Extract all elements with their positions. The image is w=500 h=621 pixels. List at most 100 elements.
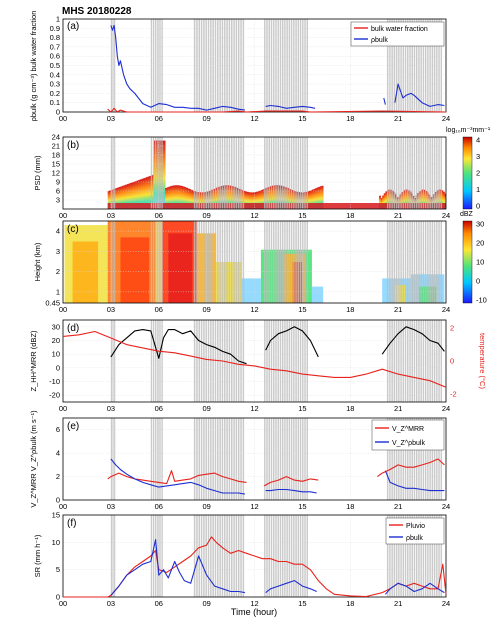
mrr-block-1	[72, 241, 99, 303]
shade-band-e-2-11	[219, 418, 221, 500]
shade-band-e-1-1	[152, 418, 155, 500]
shade-band-d-0-2	[114, 320, 116, 402]
shade-band-d-3-17	[302, 320, 304, 402]
shade-band-a-3-0	[264, 19, 266, 112]
shade-band-f-3-10	[286, 515, 288, 597]
shade-band-a-2-15	[228, 19, 231, 112]
shade-band-f-1-1	[152, 515, 155, 597]
shade-band-a-2-17	[233, 19, 235, 112]
shade-band-d-4-8	[404, 320, 407, 402]
xtick-b-6: 18	[346, 211, 354, 220]
shade-band-f-2-17	[233, 515, 235, 597]
psd-column-59	[201, 192, 204, 209]
psd-column-66	[213, 189, 216, 209]
shade-band-f-4-22	[436, 515, 438, 597]
shade-band-c-2-20	[240, 221, 242, 303]
psd-column-114	[289, 189, 292, 209]
shade-band-d-3-1	[266, 320, 268, 402]
shade-band-b-4-23	[438, 137, 440, 209]
shade-band-d-4-16	[422, 320, 425, 402]
shade-band-a-4-9	[407, 19, 409, 112]
shade-band-e-4-5	[398, 418, 400, 500]
shade-band-f-4-20	[431, 515, 434, 597]
shade-band-f-4-8	[404, 515, 407, 597]
shade-band-c-2-11	[219, 221, 221, 303]
shade-band-d-2-21	[242, 320, 245, 402]
psd-column-42	[174, 185, 177, 209]
psd-column-104	[273, 185, 276, 209]
shade-band-c-2-18	[235, 221, 238, 303]
shade-band-e-4-15	[420, 418, 422, 500]
psd-column-210	[442, 191, 445, 209]
shade-band-e-2-8	[212, 418, 214, 500]
ytick-c-3: 1	[56, 287, 60, 296]
ytick-e-2: 2	[56, 472, 60, 481]
shade-band-d-4-24	[440, 320, 443, 402]
shade-band-c-1-0	[150, 221, 153, 303]
shade-band-c-4-0	[386, 221, 389, 303]
ytick-f-2: 5	[56, 565, 60, 574]
shade-band-c-4-16	[422, 221, 425, 303]
shade-band-f-0-1	[112, 515, 114, 597]
shade-band-f-0-0	[110, 515, 113, 597]
shade-band-b-4-11	[411, 137, 413, 209]
ytick-d-1: 20	[52, 336, 60, 345]
ytick-f-1: 10	[52, 538, 60, 547]
shade-band-e-1-3	[157, 418, 159, 500]
shade-band-c-2-17	[233, 221, 235, 303]
psd-column-19	[138, 180, 140, 209]
shade-band-e-3-12	[290, 418, 293, 500]
shade-band-c-3-3	[270, 221, 273, 303]
xtick-d-0: 00	[59, 404, 67, 413]
shade-band-d-2-5	[205, 320, 207, 402]
cbtick-b-1: 3	[476, 152, 480, 161]
shade-band-c-1-4	[159, 221, 161, 303]
xtick-d-3: 09	[202, 404, 210, 413]
xtick-a-0: 00	[59, 114, 67, 123]
shade-band-b-3-12	[290, 137, 293, 209]
shade-band-f-2-8	[212, 515, 214, 597]
psd-column-1	[109, 190, 112, 209]
shade-band-d-3-14	[295, 320, 297, 402]
shade-band-f-4-17	[424, 515, 427, 597]
shade-band-d-3-18	[304, 320, 306, 402]
psd-column-93	[256, 191, 259, 209]
shade-band-a-3-7	[279, 19, 282, 112]
shade-band-e-2-13	[224, 418, 226, 500]
psd-column-130	[315, 188, 318, 209]
shade-band-a-2-12	[221, 19, 224, 112]
shade-band-e-4-2	[391, 418, 393, 500]
psd-column-52	[190, 189, 193, 209]
shade-band-a-3-18	[304, 19, 306, 112]
shade-band-e-4-12	[413, 418, 416, 500]
xtick-a-7: 21	[394, 114, 402, 123]
ytick-d-0: 30	[52, 322, 60, 331]
shade-band-d-3-6	[277, 320, 279, 402]
shade-band-b-3-3	[270, 137, 273, 209]
xtick-c-3: 09	[202, 305, 210, 314]
shade-band-d-4-1	[389, 320, 391, 402]
psd-column-37	[166, 187, 169, 209]
psd-column-88	[248, 192, 251, 209]
shade-band-c-3-9	[284, 221, 286, 303]
xtick-d-7: 21	[394, 404, 402, 413]
shade-band-b-3-10	[286, 137, 288, 209]
shade-band-c-2-5	[205, 221, 207, 303]
shade-band-f-2-4	[203, 515, 205, 597]
ytick-b-7: 3	[56, 196, 60, 205]
panel-f-ylabel: SR (mm h⁻¹)	[33, 534, 42, 577]
shade-band-e-3-1	[266, 418, 268, 500]
shade-band-f-2-18	[235, 515, 238, 597]
ytick-c-4: 0.45	[45, 299, 60, 308]
shade-band-e-2-2	[198, 418, 201, 500]
shade-band-e-4-17	[424, 418, 427, 500]
shade-band-d-3-8	[281, 320, 284, 402]
psd-column-56	[197, 192, 200, 209]
shade-band-b-3-17	[302, 137, 304, 209]
shade-band-d-2-8	[212, 320, 214, 402]
shade-band-e-3-9	[284, 418, 286, 500]
psd-column-126	[308, 190, 311, 209]
shade-band-c-3-18	[304, 221, 306, 303]
shade-band-f-1-4	[159, 515, 161, 597]
shade-band-a-3-11	[288, 19, 291, 112]
